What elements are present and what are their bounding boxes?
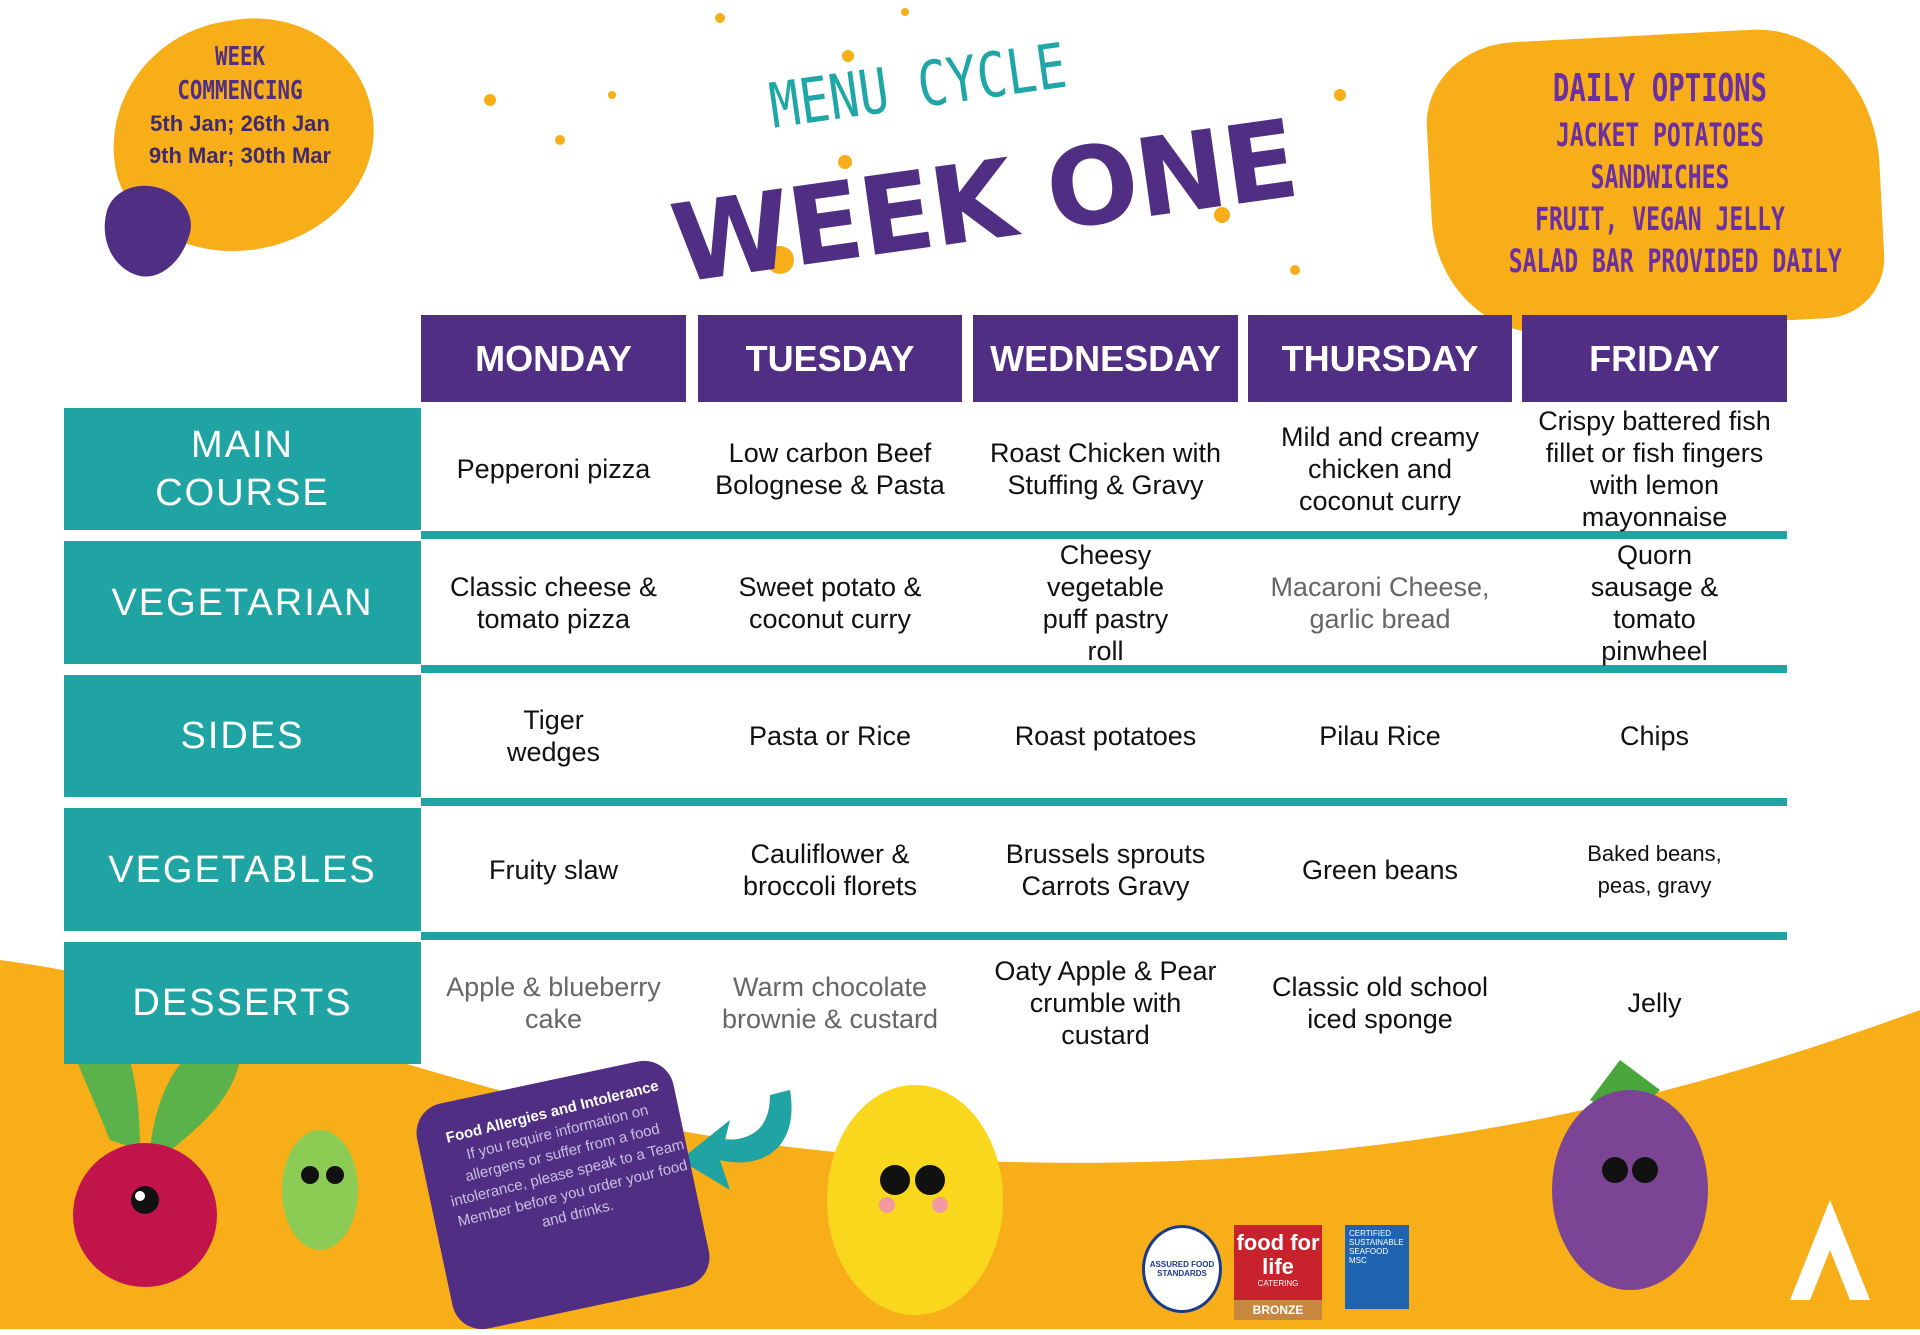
- assured-food-standards-logo: ASSURED FOOD STANDARDS: [1142, 1225, 1222, 1313]
- week-heading: WEEK: [214, 42, 266, 72]
- commencing-heading: COMMENCING: [177, 76, 303, 106]
- daily-option: FRUIT, VEGAN JELLY: [1535, 200, 1785, 238]
- daily-option: SANDWICHES: [1590, 158, 1730, 196]
- menu-cell: Mild and creamy chicken and coconut curr…: [1280, 422, 1480, 516]
- menu-cell: Jelly: [1627, 988, 1682, 1018]
- menu-cell: Pasta or Rice: [748, 721, 912, 751]
- dates-line: 5th Jan; 26th Jan: [150, 111, 330, 136]
- row-label-main-course: MAIN COURSE: [64, 408, 421, 530]
- daily-options: DAILY OPTIONS JACKET POTATOES SANDWICHES…: [1450, 62, 1870, 282]
- menu-cell: Cauliflower & broccoli florets: [742, 838, 918, 901]
- brand-a-logo: [1790, 1200, 1870, 1300]
- menu-cell: Brussels sprouts Carrots Gravy: [1005, 838, 1206, 901]
- row-divider: [421, 932, 1787, 940]
- row-label-desserts: DESSERTS: [64, 942, 421, 1064]
- grape-character: [1552, 1060, 1708, 1290]
- menu-cell: Roast Chicken with Stuffing & Gravy: [989, 438, 1222, 500]
- menu-cell: Apple & blueberry cake: [446, 972, 661, 1034]
- menu-cell: Warm chocolate brownie & custard: [721, 972, 939, 1034]
- menu-cell: Chips: [1619, 721, 1690, 751]
- menu-cell: Green beans: [1301, 854, 1459, 885]
- food-for-life-logo: food for life CATERING BRONZE: [1234, 1225, 1322, 1320]
- food-for-life-text: food for life: [1236, 1230, 1320, 1279]
- menu-cell: Cheesy vegetable puff pastry roll: [1042, 539, 1169, 666]
- menu-cell: Tiger wedges: [506, 705, 601, 767]
- menu-cell: Classic old school iced sponge: [1271, 972, 1489, 1034]
- menu-cell: Macaroni Cheese, garlic bread: [1270, 571, 1490, 634]
- menu-cell: Quorn sausage & tomato pinwheel: [1590, 539, 1719, 666]
- day-header-monday: MONDAY: [421, 315, 686, 402]
- menu-cell: Low carbon Beef Bolognese & Pasta: [715, 438, 945, 500]
- day-header-wednesday: WEDNESDAY: [973, 315, 1238, 402]
- bean-character: [282, 1130, 358, 1250]
- confetti-dots: [484, 8, 1346, 275]
- assured-logo-text: ASSURED FOOD STANDARDS: [1149, 1260, 1215, 1278]
- dates-line: 9th Mar; 30th Mar: [148, 143, 332, 168]
- msc-text: CERTIFIED SUSTAINABLE SEAFOOD MSC: [1349, 1229, 1404, 1265]
- menu-cell: Crispy battered fish fillet or fish fing…: [1538, 406, 1771, 532]
- menu-cell: Classic cheese & tomato pizza: [449, 571, 658, 634]
- menu-cell: Pepperoni pizza: [456, 454, 651, 484]
- menu-cell: Oaty Apple & Pear crumble with custard: [994, 956, 1217, 1050]
- arrow-icon: [680, 1090, 792, 1190]
- row-label-vegetables: VEGETABLES: [64, 808, 421, 931]
- bronze-badge: BRONZE: [1234, 1300, 1322, 1320]
- daily-option: SALAD BAR PROVIDED DAILY: [1508, 242, 1842, 280]
- menu-cell: Roast potatoes: [1014, 721, 1197, 751]
- day-header-tuesday: TUESDAY: [698, 315, 962, 402]
- catering-text: CATERING: [1257, 1279, 1299, 1288]
- day-header-thursday: THURSDAY: [1248, 315, 1512, 402]
- menu-cell: Pilau Rice: [1319, 721, 1441, 751]
- menu-cell: Baked beans, peas, gravy: [1587, 840, 1722, 898]
- menu-cell: Fruity slaw: [488, 854, 618, 885]
- daily-option: JACKET POTATOES: [1555, 116, 1765, 154]
- row-divider: [421, 665, 1787, 673]
- lemon-character: [827, 1085, 1003, 1315]
- daily-options-heading: DAILY OPTIONS: [1552, 66, 1768, 110]
- week-commencing: WEEK COMMENCING 5th Jan; 26th Jan 9th Ma…: [120, 40, 360, 172]
- row-divider: [421, 798, 1787, 806]
- menu-cell: Sweet potato & coconut curry: [738, 571, 922, 634]
- row-divider: [421, 531, 1787, 539]
- row-label-sides: SIDES: [64, 675, 421, 797]
- day-header-friday: FRIDAY: [1522, 315, 1787, 402]
- row-label-vegetarian: VEGETARIAN: [64, 541, 421, 664]
- msc-logo: CERTIFIED SUSTAINABLE SEAFOOD MSC: [1345, 1225, 1409, 1309]
